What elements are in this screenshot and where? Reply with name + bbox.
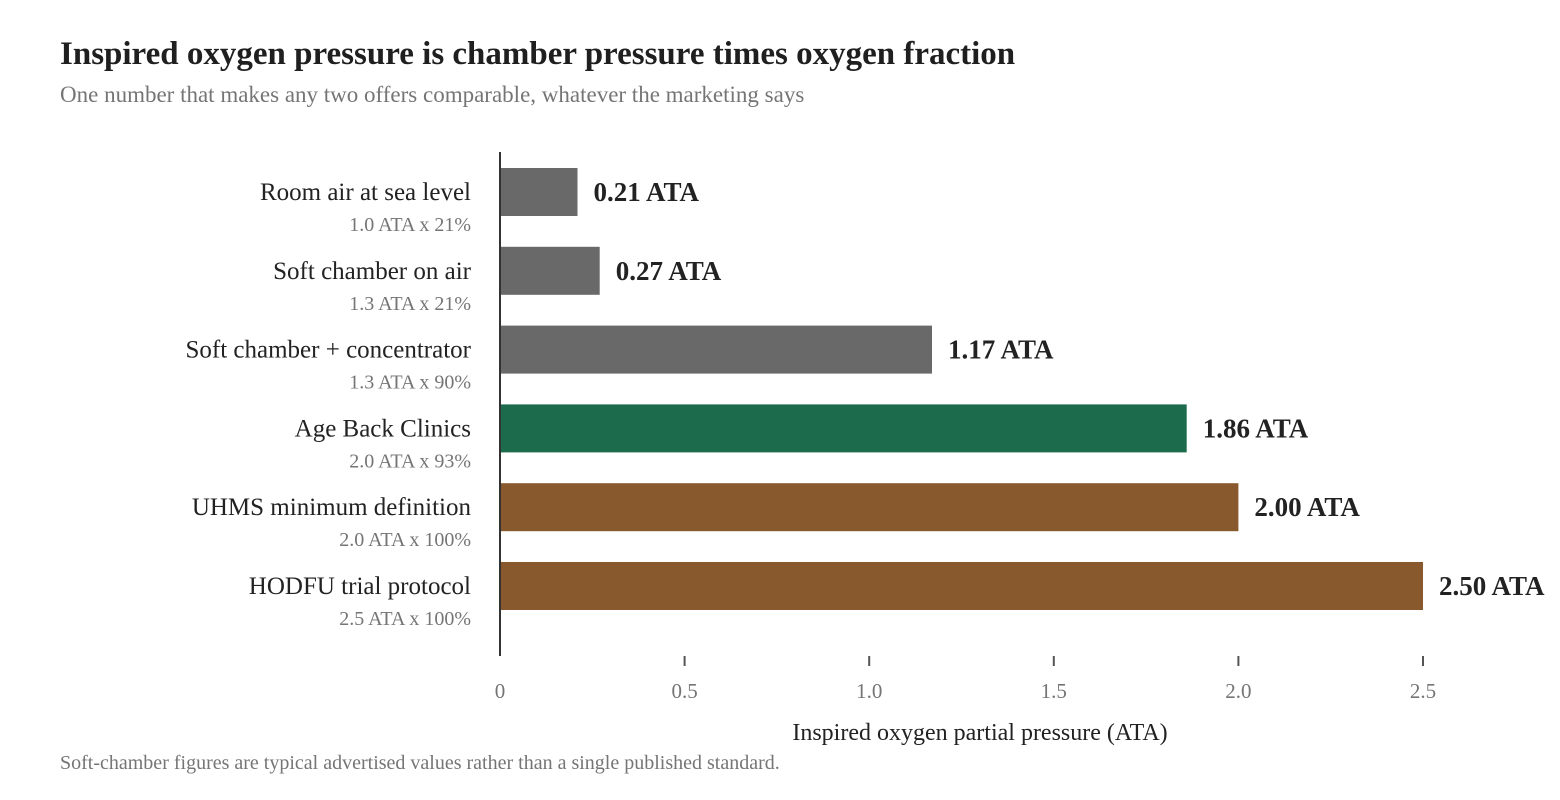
bar	[500, 168, 578, 216]
category-sublabel: 2.0 ATA x 93%	[349, 450, 471, 472]
category-sublabel: 1.0 ATA x 21%	[349, 214, 471, 236]
bars-group: 0.21 ATA 0.27 ATA 1.17 ATA 1.86 ATA 2.00 ATA…	[500, 168, 1545, 610]
x-axis-title: Inspired oxygen partial pressure (ATA)	[792, 720, 1167, 746]
category-label: UHMS minimum definition	[192, 494, 472, 521]
bar-value-label: 1.86 ATA	[1203, 413, 1309, 443]
x-tick-label: 0.5	[671, 679, 697, 703]
category-label: Room air at sea level	[260, 179, 471, 206]
chart-subtitle: One number that makes any two offers com…	[60, 82, 805, 107]
x-tick-label: 0	[495, 679, 506, 703]
category-sublabel: 1.3 ATA x 90%	[349, 372, 471, 394]
x-axis: 0 0.5 1.0 1.5 2.0 2.5	[495, 152, 1436, 703]
bar	[500, 562, 1423, 610]
x-tick-label: 1.0	[856, 679, 882, 703]
category-sublabel: 2.5 ATA x 100%	[339, 608, 471, 630]
x-tick-label: 2.0	[1225, 679, 1251, 703]
bar	[500, 404, 1187, 453]
category-label: Soft chamber on air	[273, 258, 472, 285]
category-sublabel: 1.3 ATA x 21%	[349, 293, 471, 315]
bar-value-label: 1.17 ATA	[948, 335, 1054, 365]
bar	[500, 483, 1239, 532]
bar-value-label: 2.50 ATA	[1439, 571, 1545, 601]
bar	[500, 246, 600, 295]
category-label: HODFU trial protocol	[249, 573, 471, 600]
category-label: Soft chamber + concentrator	[185, 337, 471, 364]
bar-value-label: 0.27 ATA	[616, 256, 722, 286]
x-tick-label: 1.5	[1041, 679, 1067, 703]
category-sublabel: 2.0 ATA x 100%	[339, 529, 471, 551]
chart-title: Inspired oxygen pressure is chamber pres…	[60, 36, 1016, 72]
category-labels-group: Room air at sea level 1.0 ATA x 21% Soft c…	[185, 179, 471, 630]
bar-value-label: 0.21 ATA	[594, 177, 700, 207]
category-label: Age Back Clinics	[295, 415, 471, 442]
bar	[500, 325, 932, 374]
x-tick-label: 2.5	[1410, 679, 1436, 703]
footnote: Soft-chamber figures are typical adverti…	[60, 752, 780, 774]
bar-value-label: 2.00 ATA	[1254, 492, 1360, 522]
